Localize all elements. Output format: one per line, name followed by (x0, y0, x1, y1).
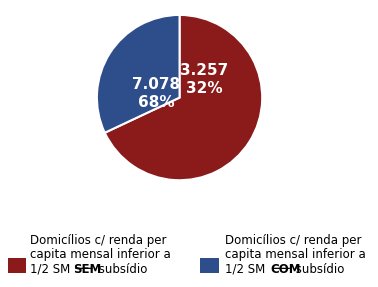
Text: 1/2 SM: 1/2 SM (30, 263, 74, 276)
Wedge shape (105, 15, 262, 180)
Text: capita mensal inferior a: capita mensal inferior a (225, 248, 366, 261)
Text: COM: COM (270, 263, 301, 276)
Text: subsídio: subsídio (95, 263, 147, 276)
Text: subsídio: subsídio (292, 263, 345, 276)
Text: 3.257
32%: 3.257 32% (180, 63, 228, 96)
FancyBboxPatch shape (8, 258, 26, 273)
Text: 7.078
68%: 7.078 68% (132, 77, 180, 110)
Text: 1/2 SM: 1/2 SM (225, 263, 273, 276)
Text: capita mensal inferior a: capita mensal inferior a (30, 248, 171, 261)
Text: Domicílios c/ renda per: Domicílios c/ renda per (225, 234, 361, 247)
FancyBboxPatch shape (200, 258, 219, 273)
Text: Domicílios c/ renda per: Domicílios c/ renda per (30, 234, 167, 247)
Text: SEM: SEM (73, 263, 101, 276)
Wedge shape (97, 15, 180, 133)
